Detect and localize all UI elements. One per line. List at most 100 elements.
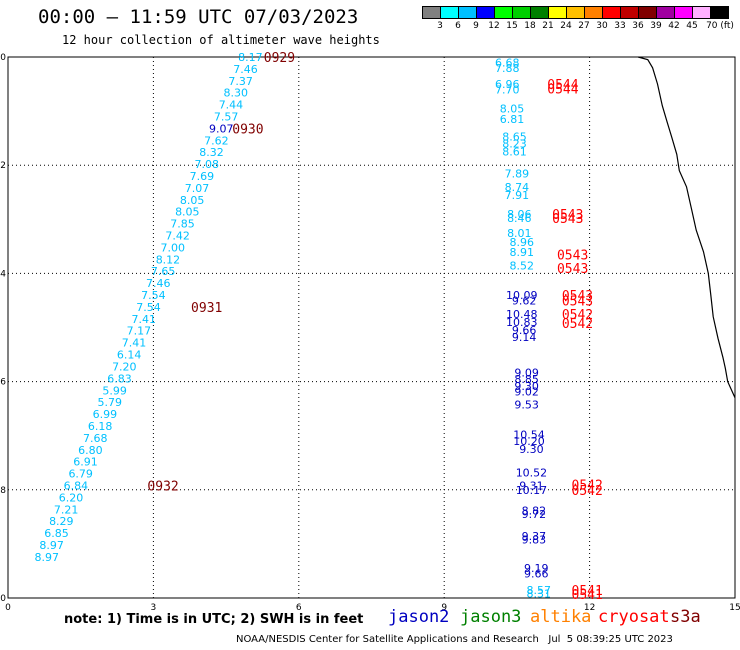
swh-value-label: 6.81	[500, 113, 525, 126]
swh-value-label: 9.07	[209, 122, 234, 135]
swh-value-label: 8.46	[507, 212, 532, 225]
latitude-tick-label: -28	[0, 486, 6, 496]
swh-value-label: 7.00	[161, 241, 186, 254]
time-label: 0541	[572, 588, 603, 603]
swh-value-label: 9.30	[519, 443, 544, 456]
longitude-tick-label: 15	[729, 603, 740, 613]
swh-value-label: 9.19	[524, 562, 549, 575]
swh-value-label: 7.54	[136, 301, 161, 314]
swh-value-label: 9.62	[512, 294, 537, 307]
swh-value-label: 7.20	[112, 360, 137, 373]
color-scale-swatch	[710, 6, 729, 19]
credit-line: NOAA/NESDIS Center for Satellite Applica…	[236, 634, 673, 645]
time-label: 0541	[572, 584, 603, 599]
swh-value-label: 7.07	[185, 182, 210, 195]
longitude-tick-label: 0	[5, 603, 11, 613]
swh-value-label: 7.65	[151, 265, 176, 278]
swh-value-label: 7.44	[219, 99, 244, 112]
swh-value-label: 9.30	[514, 380, 539, 393]
swh-value-label: 9.31	[519, 479, 544, 492]
swh-value-label: 7.91	[505, 189, 530, 202]
swh-value-label: 9.02	[514, 385, 539, 398]
swh-value-label: 7.41	[122, 337, 147, 350]
swh-value-label: 10.20	[513, 435, 545, 448]
color-scale-label: 42	[668, 21, 680, 31]
swh-value-label: 7.41	[131, 313, 156, 326]
swh-value-label: 6.84	[64, 479, 89, 492]
swh-value-label: 7.42	[165, 230, 190, 243]
swh-value-label: 10.48	[506, 308, 538, 321]
swh-value-label: 8.57	[526, 584, 551, 597]
color-scale-label: 3	[437, 21, 443, 31]
swh-value-label: 7.69	[190, 170, 215, 183]
swh-value-label: 7.68	[83, 432, 108, 445]
satellite-legend-item: jason2	[388, 607, 450, 627]
color-scale-label: 33	[614, 21, 626, 31]
time-label: 0543	[552, 212, 583, 227]
swh-value-label: 9.53	[514, 398, 539, 411]
swh-value-label: 7.54	[141, 289, 166, 302]
swh-value-label: 6.96	[495, 78, 520, 91]
color-scale-label: 27	[578, 21, 590, 31]
time-label: 0544	[547, 78, 578, 93]
time-label: 0543	[562, 294, 593, 309]
swh-observations: 8.177.467.378.307.447.579.077.628.327.08…	[35, 51, 551, 601]
time-label: 0931	[191, 301, 222, 316]
swh-value-label: 7.70	[495, 83, 520, 96]
color-scale-labels: 3 6 9 12 15 18 21 24 27 30 33 36 39 42 45 70 (ft)	[422, 21, 740, 33]
time-label: 0542	[562, 308, 593, 323]
swh-value-label: 10.09	[506, 289, 538, 302]
time-label: 0542	[572, 484, 603, 499]
longitude-tick-label: 6	[296, 603, 302, 613]
swh-value-label: 8.06	[507, 208, 532, 221]
swh-value-label: 7.62	[204, 134, 229, 147]
satellite-legend-item: altika	[530, 607, 592, 627]
swh-value-label: 7.08	[194, 158, 219, 171]
color-scale-label: 18	[524, 21, 536, 31]
swh-value-label: 7.85	[170, 218, 195, 231]
swh-value-label: 8.05	[180, 194, 205, 207]
color-scale-label: 45	[686, 21, 698, 31]
time-label: 0929	[264, 51, 295, 66]
swh-value-label: 6.14	[117, 349, 142, 362]
swh-value-label: 8.05	[175, 206, 200, 219]
time-label: 0543	[557, 262, 588, 277]
swh-value-label: 8.29	[49, 515, 74, 528]
swh-value-label: 10.54	[513, 429, 545, 442]
color-scale-label: 39	[650, 21, 662, 31]
latitude-tick-label: -24	[0, 269, 6, 279]
swh-value-label: 8.91	[509, 246, 534, 259]
swh-value-label: 8.74	[505, 181, 530, 194]
coastline	[637, 56, 736, 399]
swh-value-label: 10.17	[516, 484, 548, 497]
swh-value-label: 8.23	[502, 138, 527, 151]
swh-value-label: 8.96	[509, 236, 534, 249]
color-scale-label: 6	[455, 21, 461, 31]
color-scale-label: 12	[488, 21, 500, 31]
satellite-legend-item: cryosat	[598, 607, 670, 627]
swh-value-label: 10.83	[506, 316, 538, 329]
swh-value-label: 5.99	[102, 384, 127, 397]
time-label: 0932	[147, 479, 178, 494]
swh-value-label: 7.37	[228, 75, 253, 88]
swh-value-label: 7.46	[146, 277, 171, 290]
color-scale-label: 70 (ft)	[706, 21, 734, 31]
swh-value-label: 8.32	[199, 146, 224, 159]
color-scale-label: 24	[560, 21, 572, 31]
swh-value-label: 9.66	[512, 324, 537, 337]
swh-value-label: 9.72	[522, 508, 547, 521]
swh-value-label: 6.85	[44, 527, 69, 540]
swh-value-label: 5.79	[98, 396, 123, 409]
time-label: 0930	[232, 122, 263, 137]
time-label: 0543	[557, 248, 588, 263]
swh-value-label: 7.89	[505, 167, 530, 180]
swh-value-label: 9.37	[522, 530, 547, 543]
map-subtitle: 12 hour collection of altimeter wave hei…	[62, 33, 380, 47]
longitude-tick-label: 3	[151, 603, 157, 613]
graticule-grid	[7, 56, 736, 599]
time-label: 0544	[547, 82, 578, 97]
swh-value-label: 6.79	[68, 468, 93, 481]
latitude-tick-label: -26	[0, 378, 6, 388]
longitude-tick-label: 12	[584, 603, 595, 613]
